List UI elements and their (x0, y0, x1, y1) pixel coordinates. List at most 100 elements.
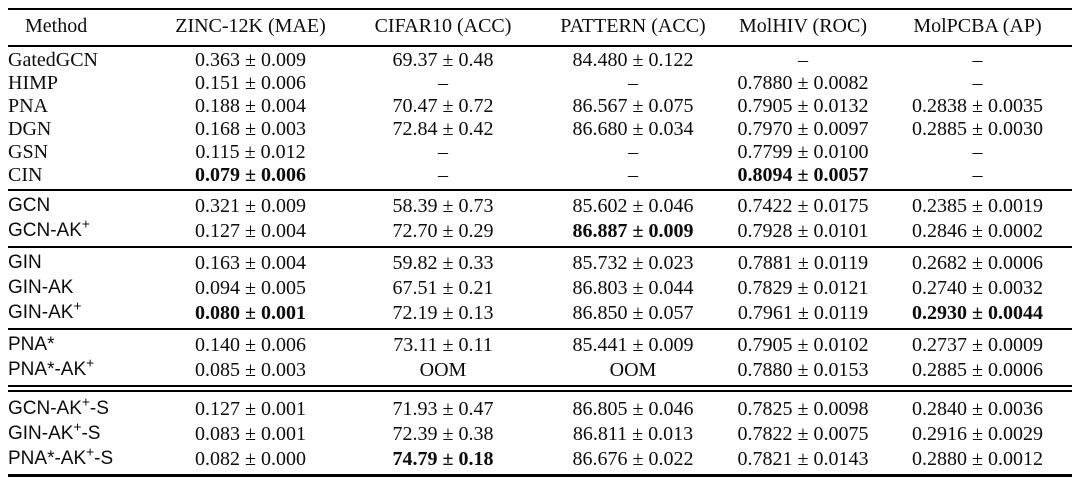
value-cell: 84.480 ± 0.122 (572, 49, 694, 71)
value-cell: 0.7928 ± 0.0101 (737, 220, 869, 242)
col-header-zinc12k: ZINC-12K (MAE) (175, 15, 326, 37)
method-group-2: GCN 0.321 ± 0.009 58.39 ± 0.73 85.602 ± 0.0… (8, 190, 1072, 247)
value-cell: – (438, 72, 448, 94)
method-name: GCN (8, 194, 51, 216)
value-cell: – (972, 141, 983, 163)
table-row: GIN 0.163 ± 0.004 59.82 ± 0.33 85.732 ± 0.0… (8, 247, 1072, 276)
value-cell: 0.8094 ± 0.0057 (737, 164, 869, 186)
value-cell: 0.2740 ± 0.0032 (912, 277, 1043, 299)
table-row: GCN-AK+-S 0.127 ± 0.001 71.93 ± 0.47 86.805… (8, 389, 1072, 422)
table-row: GCN 0.321 ± 0.009 58.39 ± 0.73 85.602 ± 0.0… (8, 190, 1072, 219)
value-cell: 0.2885 ± 0.0030 (912, 118, 1043, 140)
value-cell: 70.47 ± 0.72 (392, 95, 494, 117)
method-name: GSN (8, 141, 49, 163)
table-row: GCN-AK+ 0.127 ± 0.004 72.70 ± 0.29 86.887 ±… (8, 216, 1072, 248)
value-cell: 0.2840 ± 0.0036 (912, 398, 1043, 420)
value-cell: 0.2846 ± 0.0002 (912, 220, 1043, 242)
value-cell: 85.441 ± 0.009 (572, 334, 694, 356)
method-name: GIN-AK (8, 276, 74, 298)
method-name: CIN (8, 164, 43, 186)
value-cell: 0.127 ± 0.001 (195, 398, 306, 420)
table-row: HIMP 0.151 ± 0.006 – – 0.7880 ± 0.0082 – (8, 72, 1072, 95)
value-cell: 0.2885 ± 0.0006 (912, 359, 1043, 381)
value-cell: 86.887 ± 0.009 (572, 220, 694, 242)
value-cell: 59.82 ± 0.33 (392, 252, 494, 274)
value-cell: 0.7881 ± 0.0119 (737, 252, 869, 274)
header-row: Method ZINC-12K (MAE) CIFAR10 (ACC) PATT… (8, 9, 1072, 46)
value-cell: – (628, 164, 638, 186)
value-cell: 85.602 ± 0.046 (572, 195, 694, 217)
value-cell: 69.37 ± 0.48 (392, 49, 494, 71)
value-cell: 0.094 ± 0.005 (195, 277, 306, 299)
value-cell: 0.2737 ± 0.0009 (912, 334, 1043, 356)
method-name: PNA (8, 95, 49, 117)
value-cell: OOM (419, 359, 467, 381)
table-row: GatedGCN 0.363 ± 0.009 69.37 ± 0.48 84.480 … (8, 46, 1072, 72)
col-header-cifar10: CIFAR10 (ACC) (374, 15, 512, 37)
value-cell: 0.082 ± 0.000 (195, 448, 306, 470)
value-cell: 0.7970 ± 0.0097 (737, 118, 869, 140)
value-cell: 0.7880 ± 0.0082 (737, 72, 869, 94)
value-cell: – (798, 49, 808, 71)
value-cell: 0.7880 ± 0.0153 (737, 359, 869, 381)
method-group-1: GatedGCN 0.363 ± 0.009 69.37 ± 0.48 84.480 … (8, 46, 1072, 190)
table-row: PNA 0.188 ± 0.004 70.47 ± 0.72 86.567 ± 0.0… (8, 95, 1072, 118)
value-cell: 0.7825 ± 0.0098 (737, 398, 869, 420)
method-name: GatedGCN (8, 49, 98, 71)
table-row: PNA* 0.140 ± 0.006 73.11 ± 0.11 85.441 ± 0.… (8, 329, 1072, 358)
value-cell: OOM (609, 359, 657, 381)
method-group-3: GIN 0.163 ± 0.004 59.82 ± 0.33 85.732 ± 0.0… (8, 247, 1072, 329)
value-cell: 71.93 ± 0.47 (392, 398, 494, 420)
value-cell: 0.083 ± 0.001 (195, 423, 306, 445)
value-cell: 0.079 ± 0.006 (195, 164, 306, 186)
value-cell: – (972, 164, 983, 186)
value-cell: – (628, 141, 638, 163)
value-cell: 0.080 ± 0.001 (195, 302, 306, 324)
value-cell: 58.39 ± 0.73 (392, 195, 494, 217)
value-cell: 72.84 ± 0.42 (392, 118, 494, 140)
method-name: GCN-AK+ (8, 216, 90, 241)
method-name: PNA*-AK+-S (8, 444, 114, 469)
value-cell: 86.805 ± 0.046 (572, 398, 694, 420)
value-cell: 72.19 ± 0.13 (392, 302, 494, 324)
table-header: Method ZINC-12K (MAE) CIFAR10 (ACC) PATT… (8, 9, 1072, 46)
value-cell: – (972, 49, 983, 71)
value-cell: 72.70 ± 0.29 (392, 220, 494, 242)
table-row: GIN-AK+-S 0.083 ± 0.001 72.39 ± 0.38 86.811… (8, 419, 1072, 447)
method-name: PNA*-AK+ (8, 355, 95, 380)
value-cell: 73.11 ± 0.11 (393, 334, 493, 356)
value-cell: 0.2880 ± 0.0012 (912, 448, 1043, 470)
value-cell: 72.39 ± 0.38 (392, 423, 494, 445)
col-header-molpcba: MolPCBA (AP) (913, 15, 1042, 37)
value-cell: 85.732 ± 0.023 (572, 252, 694, 274)
value-cell: 0.7422 ± 0.0175 (737, 195, 869, 217)
value-cell: 0.7829 ± 0.0121 (737, 277, 869, 299)
value-cell: 0.2838 ± 0.0035 (912, 95, 1043, 117)
paper-page: Method ZINC-12K (MAE) CIFAR10 (ACC) PATT… (8, 8, 1072, 477)
col-header-molhiv: MolHIV (ROC) (739, 15, 867, 37)
method-name: GIN (8, 251, 42, 273)
col-header-pattern: PATTERN (ACC) (560, 15, 706, 37)
value-cell: 0.2385 ± 0.0019 (912, 195, 1043, 217)
value-cell: 0.085 ± 0.003 (195, 359, 306, 381)
value-cell: 0.168 ± 0.003 (195, 118, 306, 140)
value-cell: 0.151 ± 0.006 (195, 72, 306, 94)
method-name: GIN-AK+-S (8, 419, 101, 444)
table-row: PNA*-AK+-S 0.082 ± 0.000 74.79 ± 0.18 86.67… (8, 444, 1072, 476)
value-cell: 0.7821 ± 0.0143 (737, 448, 869, 470)
value-cell: 0.163 ± 0.004 (195, 252, 306, 274)
value-cell: 0.2916 ± 0.0029 (912, 423, 1043, 445)
table-row: PNA*-AK+ 0.085 ± 0.003 OOM OOM 0.7880 ± 0.01… (8, 355, 1072, 389)
value-cell: 0.2930 ± 0.0044 (912, 302, 1043, 324)
table-row: GSN 0.115 ± 0.012 – – 0.7799 ± 0.0100 – (8, 141, 1072, 164)
method-name: GIN-AK+ (8, 298, 82, 323)
value-cell: 0.2682 ± 0.0006 (912, 252, 1043, 274)
value-cell: 0.7822 ± 0.0075 (737, 423, 869, 445)
method-name: GCN-AK+-S (8, 394, 109, 419)
value-cell: 86.676 ± 0.022 (572, 448, 694, 470)
value-cell: 0.7905 ± 0.0102 (737, 334, 869, 356)
value-cell: 0.363 ± 0.009 (195, 49, 306, 71)
value-cell: 0.7961 ± 0.0119 (737, 302, 869, 324)
value-cell: 86.803 ± 0.044 (572, 277, 694, 299)
value-cell: 0.7905 ± 0.0132 (737, 95, 869, 117)
